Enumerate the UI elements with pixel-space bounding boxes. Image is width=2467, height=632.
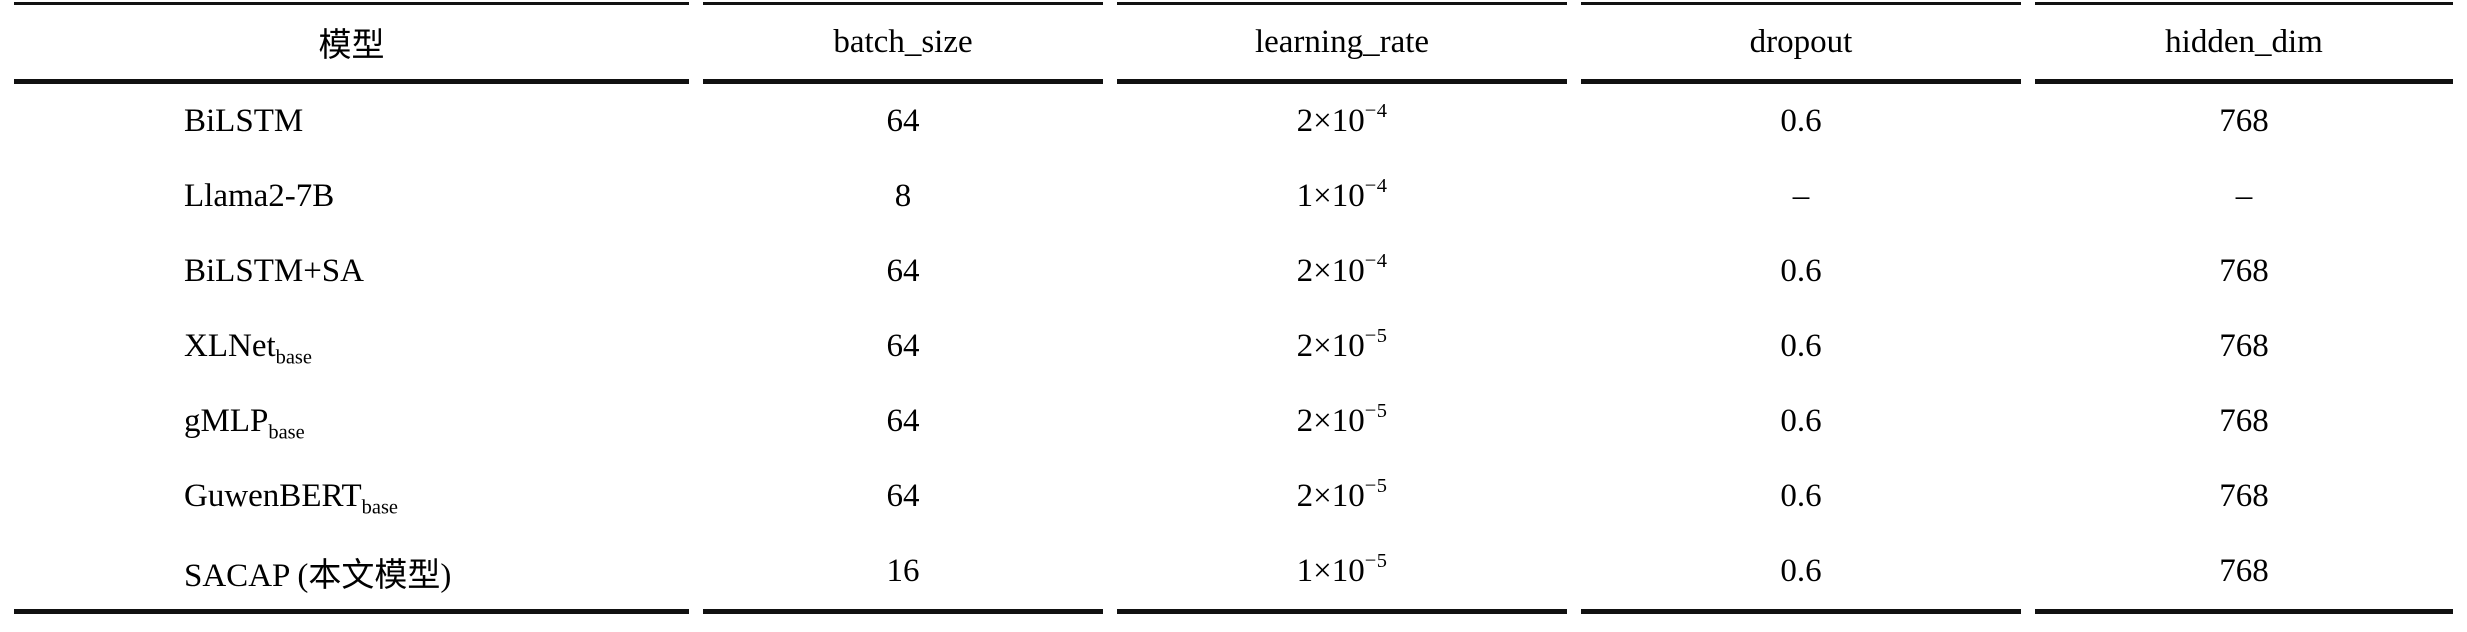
lr-exponent: −5 [1364,549,1388,572]
lr-mantissa: 1×10 [1296,178,1365,214]
model-cell: SACAP (本文模型) [14,534,689,614]
model-name: GuwenBERT [184,478,362,514]
table-row: GuwenBERTbase 64 2×10−5 0.6 768 [14,459,2453,534]
lr-exponent: −4 [1364,99,1388,122]
table-header: 模型 batch_size learning_rate dropout hidd… [14,2,2453,84]
lr-mantissa: 2×10 [1296,328,1365,364]
model-cell: Llama2-7B [14,159,689,234]
learning-rate-cell: 2×10−4 [1117,234,1567,309]
learning-rate-cell: 1×10−4 [1117,159,1567,234]
dropout-cell: 0.6 [1780,253,1822,289]
hidden-dim-cell: 768 [2219,328,2269,364]
learning-rate-cell: 1×10−5 [1117,534,1567,614]
lr-mantissa: 2×10 [1296,103,1365,139]
learning-rate-cell: 2×10−4 [1117,84,1567,159]
lr-exponent: −5 [1364,474,1388,497]
model-name: SACAP (本文模型) [184,557,452,594]
batch-size-cell: 64 [886,103,920,139]
table-row: XLNetbase 64 2×10−5 0.6 768 [14,309,2453,384]
hidden-dim-cell: 768 [2219,103,2269,139]
table-row: SACAP (本文模型) 16 1×10−5 0.6 768 [14,534,2453,614]
dropout-cell: 0.6 [1780,103,1822,139]
model-name: BiLSTM [184,103,304,139]
learning-rate-cell: 2×10−5 [1117,459,1567,534]
lr-mantissa: 2×10 [1296,253,1365,289]
hidden-dim-cell: 768 [2035,534,2453,614]
batch-size-cell: 8 [894,178,912,214]
batch-size-cell: 64 [886,478,920,514]
batch-size-cell: 64 [886,403,920,439]
batch-size-cell: 64 [886,328,920,364]
model-name: gMLP [184,403,269,439]
header-row: 模型 batch_size learning_rate dropout hidd… [14,2,2453,84]
lr-exponent: −5 [1364,399,1388,422]
lr-exponent: −4 [1364,249,1388,272]
dropout-cell: 0.6 [1581,534,2021,614]
table-row: Llama2-7B 8 1×10−4 – – [14,159,2453,234]
table-row: BiLSTM+SA 64 2×10−4 0.6 768 [14,234,2453,309]
model-cell: XLNetbase [14,309,689,384]
model-cell: gMLPbase [14,384,689,459]
batch-size-cell: 16 [703,534,1103,614]
model-subscript: base [275,346,312,369]
dropout-cell: 0.6 [1780,478,1822,514]
learning-rate-cell: 2×10−5 [1117,384,1567,459]
model-cell: BiLSTM+SA [14,234,689,309]
learning-rate-cell: 2×10−5 [1117,309,1567,384]
batch-size-cell: 64 [886,253,920,289]
model-name: Llama2-7B [184,178,335,214]
table-row: BiLSTM 64 2×10−4 0.6 768 [14,84,2453,159]
table-body: BiLSTM 64 2×10−4 0.6 768 Llama2-7B 8 1×1… [14,84,2453,614]
model-subscript: base [268,421,305,444]
lr-exponent: −4 [1364,174,1388,197]
hidden-dim-cell: 768 [2219,478,2269,514]
dropout-cell: 0.6 [1780,403,1822,439]
model-name: BiLSTM+SA [184,253,364,289]
header-learning-rate: learning_rate [1117,2,1567,84]
model-cell: BiLSTM [14,84,689,159]
hidden-dim-cell: – [2235,178,2253,214]
lr-mantissa: 1×10 [1296,553,1365,589]
model-subscript: base [361,496,398,519]
lr-exponent: −5 [1364,324,1388,347]
lr-mantissa: 2×10 [1296,403,1365,439]
header-dropout: dropout [1581,2,2021,84]
lr-mantissa: 2×10 [1296,478,1365,514]
model-cell: GuwenBERTbase [14,459,689,534]
hyperparameters-table: 模型 batch_size learning_rate dropout hidd… [0,2,2467,614]
dropout-cell: – [1792,178,1810,214]
header-batch-size: batch_size [703,2,1103,84]
hidden-dim-cell: 768 [2219,253,2269,289]
header-model: 模型 [14,2,689,84]
hidden-dim-cell: 768 [2219,403,2269,439]
dropout-cell: 0.6 [1780,328,1822,364]
table-row: gMLPbase 64 2×10−5 0.6 768 [14,384,2453,459]
model-name: XLNet [184,328,276,364]
header-hidden-dim: hidden_dim [2035,2,2453,84]
